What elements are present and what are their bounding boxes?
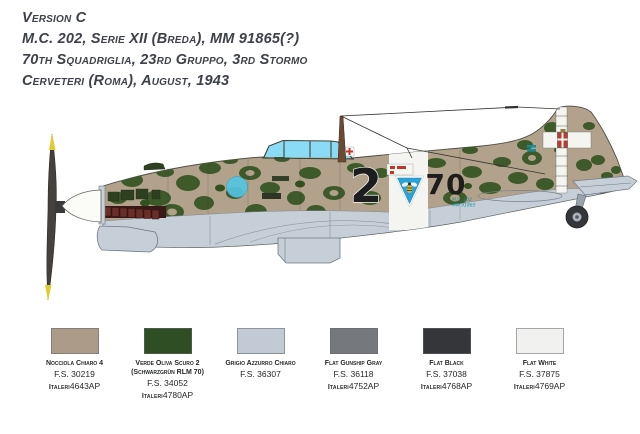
paint-fs-code: F.S. 36118	[333, 369, 374, 379]
paint-swatch-row: Nocciola Chiaro 4 F.S. 30219 Italeri4643…	[28, 328, 586, 402]
tailplane	[572, 175, 638, 196]
walkway-stencil	[386, 163, 414, 176]
paint-name-alt: (Schwarzgrün RLM 70)	[131, 369, 204, 376]
header-line-version: Version C	[22, 10, 87, 26]
paint-brand: Italeri	[141, 393, 163, 400]
paint-color-chip	[50, 328, 99, 354]
paint-fs-code: F.S. 36307	[240, 369, 281, 379]
fin-stencil	[527, 145, 536, 152]
paint-name: Flat Gunship Gray	[324, 360, 383, 367]
paint-fs-code: F.S. 37875	[519, 369, 560, 379]
paint-code: 4643AP	[69, 381, 101, 391]
underside	[103, 188, 601, 248]
fuselage-panel-lines	[167, 150, 461, 220]
paint-brand-code: Italeri4780AP	[142, 390, 193, 402]
first-aid-cross	[344, 146, 355, 157]
fuselage-stencil: M.C. 202	[452, 197, 472, 203]
paint-swatch: Verde Oliva Scuro 2 (Schwarzgrün RLM 70)…	[121, 328, 214, 402]
fuselage-number-right: 70	[426, 168, 467, 201]
paint-color-chip	[143, 328, 192, 354]
header-line-location: Cerveteri (Roma), August, 1943	[22, 73, 230, 89]
stencil-plate	[262, 193, 281, 199]
paint-fs-code: F.S. 30219	[54, 369, 95, 379]
antenna-mast	[337, 115, 347, 163]
header-line-aircraft: M.C. 202, Serie XII (Breda), MM 91865(?)	[22, 31, 300, 47]
paint-swatch: Nocciola Chiaro 4 F.S. 30219 Italeri4643…	[28, 328, 121, 402]
squadron-badge	[394, 175, 425, 208]
propeller-tip-bottom	[45, 285, 52, 301]
paint-name: Grigio Azzurro Chiaro	[225, 360, 296, 367]
badge-bee-body	[406, 185, 413, 193]
paint-color-chip	[236, 328, 285, 354]
tail-wheel	[565, 193, 589, 229]
paint-swatch: Grigio Azzurro Chiaro F.S. 36307	[214, 328, 307, 402]
header-line-unit: 70th Squadriglia, 23rd Gruppo, 3rd Storm…	[22, 52, 308, 68]
stencil-plate	[272, 176, 289, 181]
paint-swatch: Flat Black F.S. 37038 Italeri4768AP	[400, 328, 493, 402]
paint-code: 4780AP	[162, 390, 194, 400]
markings: 2 70 M.C. 202 MM 91865	[226, 129, 568, 214]
paint-code: 4769AP	[534, 381, 566, 391]
paint-swatch: Flat Gunship Gray F.S. 36118 Italeri4752…	[307, 328, 400, 402]
paint-name: Flat Black	[429, 360, 464, 367]
paint-name: Verde Oliva Scuro 2	[135, 360, 200, 367]
cowl-louvers	[107, 162, 166, 202]
version-header: Version C M.C. 202, Serie XII (Breda), M…	[22, 8, 308, 92]
exhaust-stacks	[102, 206, 166, 220]
paint-brand: Italeri	[420, 384, 442, 391]
paint-brand-code: Italeri4768AP	[421, 381, 472, 393]
paint-color-chip	[422, 328, 471, 354]
camouflage-ring-centers	[167, 155, 536, 216]
paint-name: Nocciola Chiaro 4	[45, 360, 104, 367]
paint-brand-code: Italeri4752AP	[328, 381, 379, 393]
propeller	[45, 133, 65, 301]
paint-code: 4768AP	[441, 381, 473, 391]
paint-color-chip	[515, 328, 564, 354]
paint-color-chip	[329, 328, 378, 354]
spinner	[61, 185, 106, 225]
paint-code: 4752AP	[348, 381, 380, 391]
fuselage-number-left: 2	[350, 159, 382, 213]
savoy-shield	[557, 129, 568, 148]
paint-brand: Italeri	[513, 384, 535, 391]
fuselage-roundel	[226, 176, 248, 198]
paint-brand: Italeri	[48, 384, 70, 391]
paint-swatch: Flat White F.S. 37875 Italeri4769AP	[493, 328, 586, 402]
paint-name: Flat White	[522, 360, 557, 367]
propeller-tip-top	[49, 133, 56, 150]
paint-fs-code: F.S. 37038	[426, 369, 467, 379]
radiator-bath	[277, 237, 341, 264]
paint-fs-code: F.S. 34052	[147, 378, 188, 388]
antenna	[337, 105, 561, 175]
paint-brand-code: Italeri4769AP	[514, 381, 565, 393]
carb-intake	[143, 162, 166, 171]
badge-bee-wing	[401, 182, 409, 187]
paint-brand: Italeri	[327, 384, 349, 391]
paint-brand-code: Italeri4643AP	[49, 381, 100, 393]
badge-bee-wing	[410, 182, 418, 187]
oil-cooler	[96, 225, 159, 253]
fuselage-stencil: MM 91865	[452, 203, 476, 209]
